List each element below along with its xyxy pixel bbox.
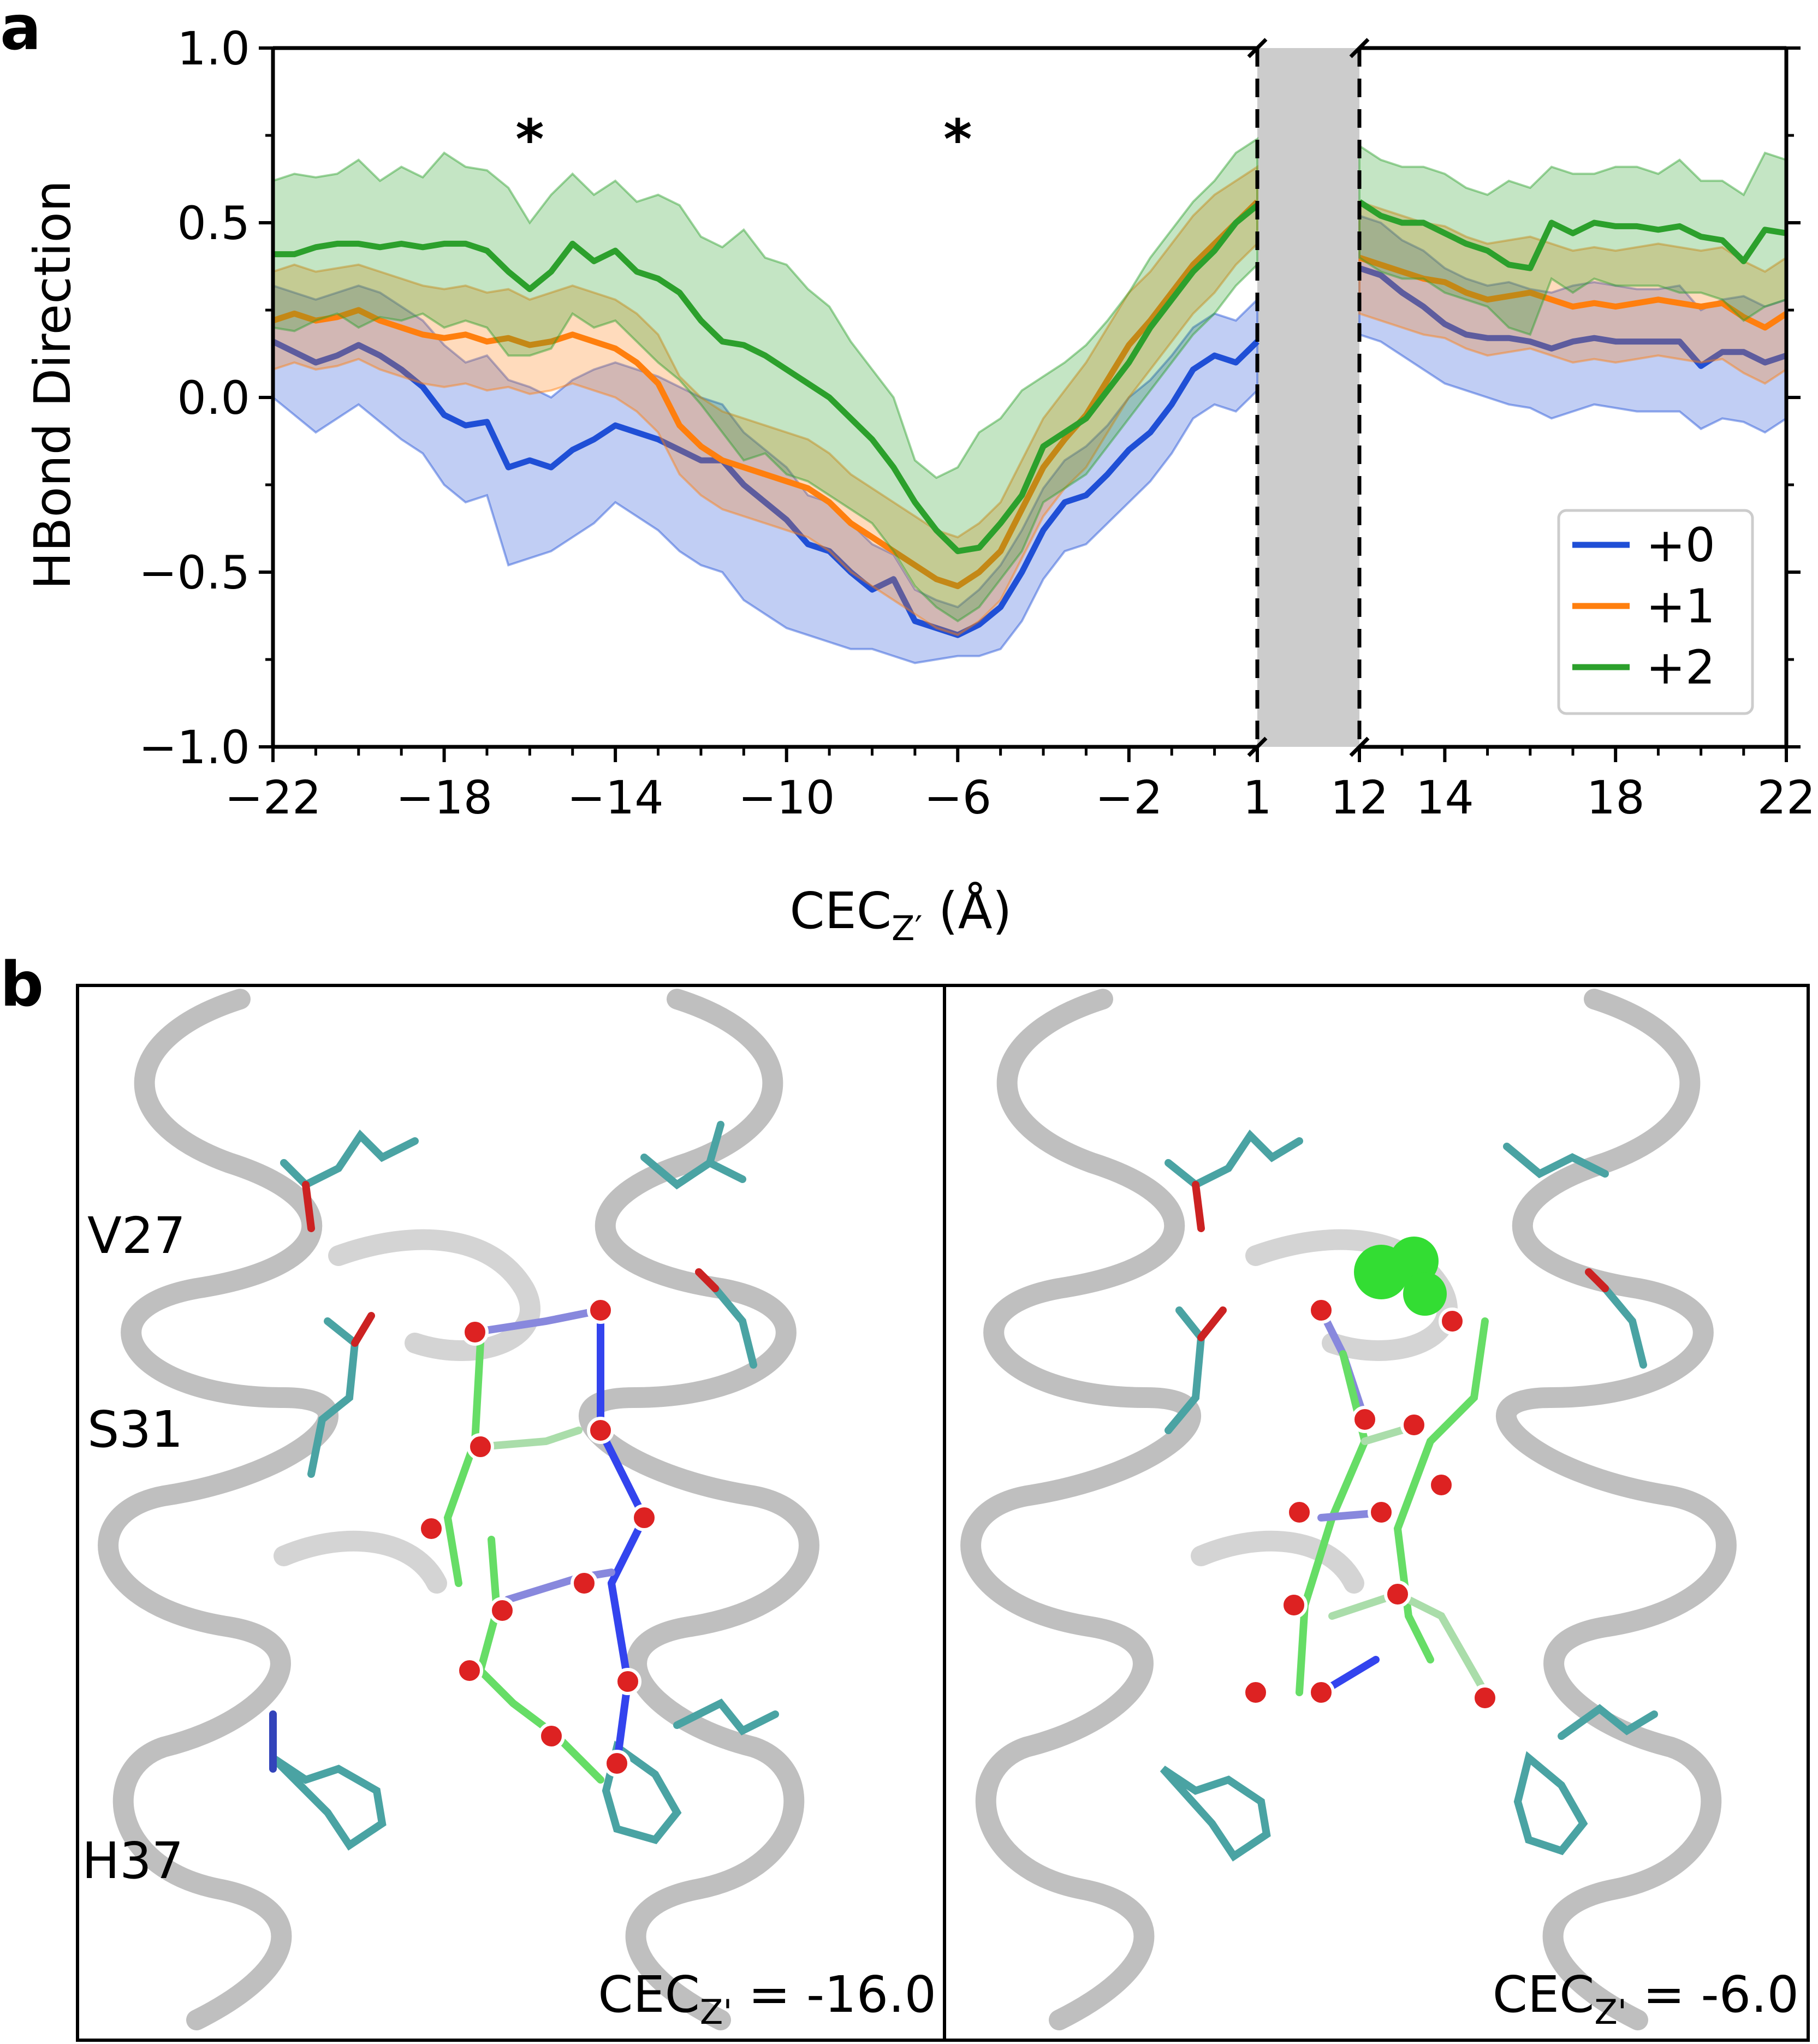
series-line-plus0 (1358, 265, 1787, 369)
water-oxygens-left (418, 1297, 658, 1777)
residue-sticks-left (269, 1121, 779, 1851)
panel-a-label: a (0, 0, 41, 64)
residue-label-s31: S31 (87, 1400, 183, 1459)
series-line-plus1 (272, 199, 1259, 590)
right-caption-sub: Z' (1594, 1992, 1627, 2032)
y-tick-label: 0.5 (177, 197, 250, 250)
residue-sticks-right (1160, 1130, 1658, 1862)
asterisk-marker: * (943, 108, 972, 171)
water-oxygens-right (1242, 1297, 1499, 1712)
x-axis-label: CECZ′ (Å) (789, 881, 1012, 948)
legend-frame (1557, 509, 1754, 715)
residue-label-v27: V27 (87, 1207, 186, 1265)
right-caption-main: CEC (1493, 1965, 1595, 2024)
left-x-tick-label: 1 (1243, 771, 1272, 824)
x-axis-label-unit: (Å) (923, 881, 1012, 940)
right-caption-value: = -6.0 (1627, 1965, 1799, 2024)
asterisk-marker: * (515, 108, 544, 171)
x-axis-label-main: CEC (789, 882, 892, 940)
y-axis-label: HBond Direction (23, 180, 82, 590)
residue-label-h37: H37 (82, 1832, 183, 1890)
left-caption-sub: Z' (700, 1992, 733, 2032)
y-tick-label: 0.0 (177, 371, 250, 425)
axis-break-mark (1247, 38, 1268, 58)
plot-right-segment (1357, 144, 1789, 434)
left-x-tick-label: −14 (567, 771, 663, 824)
right-x-tick-label: 22 (1757, 771, 1816, 824)
series-line-plus2 (1357, 199, 1787, 271)
legend: +0 +1 +2 (1557, 509, 1754, 715)
legend-entry-plus2: +2 (1646, 640, 1715, 695)
left-structure-caption: CECZ' = -16.0 (598, 1965, 936, 2032)
left-x-tick-label: −22 (224, 771, 321, 824)
left-x-tick-label: −6 (924, 771, 991, 824)
right-x-tick-label: 14 (1416, 771, 1474, 824)
left-x-tick-label: −10 (738, 771, 835, 824)
left-x-tick-label: −2 (1095, 771, 1163, 824)
panel-b-label: b (0, 949, 44, 1020)
axis-break-band (1257, 48, 1359, 747)
left-x-tick-label: −18 (396, 771, 492, 824)
series-line-plus1 (1358, 254, 1789, 331)
axes-left-segment: −1.0 −0.5 0.0 0.5 1.0 −22 −18 −14 −10 −6 −2 1 (139, 22, 1370, 824)
y-tick-label: −1.0 (139, 721, 250, 774)
right-x-tick-label: 18 (1587, 771, 1645, 824)
plot-left-segment (271, 136, 1259, 664)
structure-left (98, 989, 819, 2030)
right-structure-caption: CECZ' = -6.0 (1493, 1965, 1799, 2032)
right-x-tick-label: 12 (1330, 771, 1389, 824)
left-caption-value: = -16.0 (732, 1965, 936, 2024)
y-tick-label: −0.5 (139, 546, 250, 599)
y-tick-label: 1.0 (177, 22, 250, 75)
excess-proton-marker (1354, 1237, 1447, 1316)
legend-entry-plus0: +0 (1646, 518, 1715, 573)
left-caption-main: CEC (598, 1965, 700, 2024)
legend-entry-plus1: +1 (1646, 579, 1715, 634)
significance-markers: * * (515, 108, 972, 171)
x-axis-label-sub: Z′ (892, 908, 923, 948)
series-line-plus0 (271, 338, 1259, 638)
structure-right (960, 989, 1737, 2030)
series-line-plus2 (273, 203, 1259, 555)
axes-right-segment: 12 14 18 22 (1330, 46, 1816, 824)
